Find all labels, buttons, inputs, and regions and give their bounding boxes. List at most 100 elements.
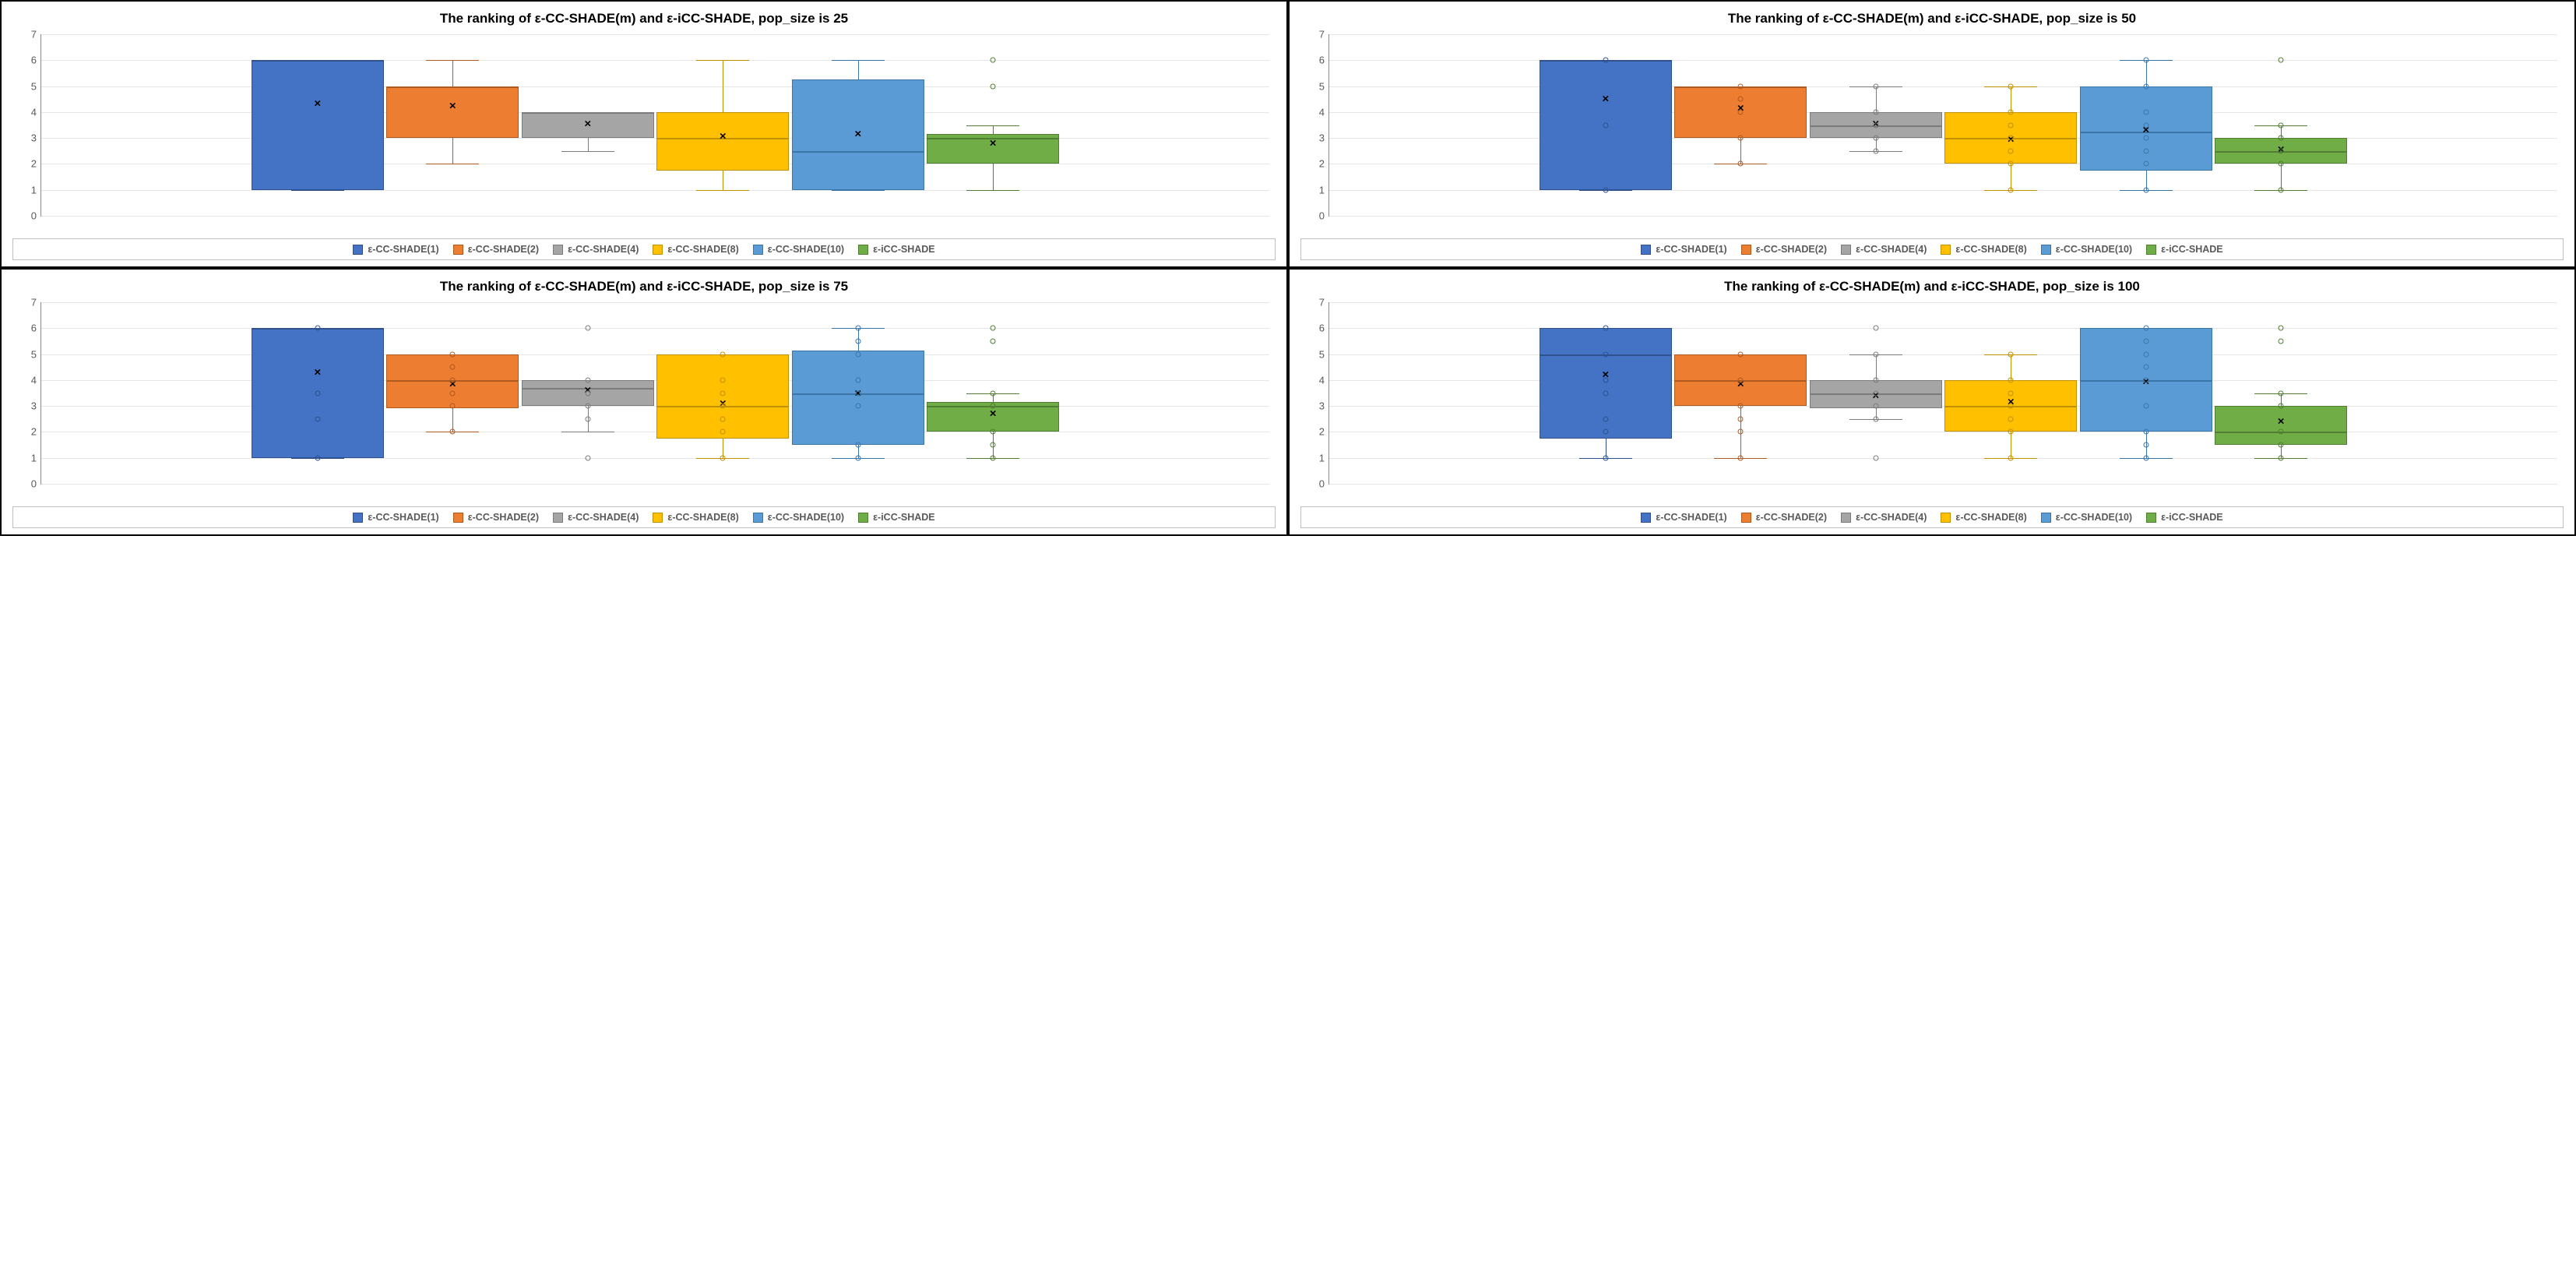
data-point: [2008, 122, 2014, 128]
data-point: [1738, 429, 1744, 435]
boxplot-series-2: ×: [386, 34, 519, 216]
chart-grid: The ranking of ε-CC-SHADE(m) and ε-iCC-S…: [0, 0, 2576, 536]
legend-item: ε-CC-SHADE(10): [753, 244, 844, 255]
legend-label: ε-iCC-SHADE: [2161, 244, 2223, 255]
boxplot-series-6: ×: [927, 34, 1059, 216]
data-point: [1873, 404, 1878, 409]
legend-item: ε-CC-SHADE(4): [553, 512, 639, 523]
data-point: [2279, 148, 2284, 153]
ytick-label: 7: [1307, 297, 1325, 308]
legend-item: ε-CC-SHADE(2): [1741, 512, 1827, 523]
legend-item: ε-CC-SHADE(8): [1941, 244, 2026, 255]
outlier-point: [1873, 326, 1878, 331]
ytick-label: 4: [19, 106, 37, 118]
plot-wrap: 01234567××××××: [1300, 31, 2564, 234]
panel-title: The ranking of ε-CC-SHADE(m) and ε-iCC-S…: [12, 11, 1276, 26]
iqr-box: [792, 79, 924, 189]
legend-label: ε-CC-SHADE(1): [1656, 244, 1726, 255]
data-point: [1873, 148, 1878, 153]
data-point: [2143, 429, 2148, 435]
median-line: [792, 151, 924, 153]
data-point: [585, 404, 590, 409]
data-point: [2008, 161, 2014, 167]
data-point: [720, 351, 726, 357]
iqr-box: [522, 112, 654, 138]
legend-item: ε-CC-SHADE(10): [753, 512, 844, 523]
outlier-point: [2279, 338, 2284, 344]
ytick-label: 4: [1307, 106, 1325, 118]
ytick-label: 0: [1307, 478, 1325, 490]
iqr-box: [1540, 328, 1672, 438]
whisker-lower: [452, 408, 453, 432]
gridline: [1329, 380, 2557, 381]
boxplot-series-3: ×: [1810, 34, 1942, 216]
data-point: [855, 326, 860, 331]
ytick-label: 6: [1307, 323, 1325, 334]
gridline: [41, 112, 1269, 113]
boxplot-series-4: ×: [1944, 34, 2077, 216]
data-point: [1738, 404, 1744, 409]
legend-item: ε-CC-SHADE(8): [1941, 512, 2026, 523]
boxplot-series-4: ×: [1944, 302, 2077, 484]
boxplot-series-1: ×: [1540, 34, 1672, 216]
data-point: [1603, 122, 1608, 128]
boxplot-series-5: ×: [792, 34, 924, 216]
median-line: [927, 138, 1059, 139]
median-line: [252, 60, 384, 62]
legend-swatch: [453, 245, 463, 255]
legend-label: ε-CC-SHADE(8): [1955, 512, 2026, 523]
legend-swatch: [753, 245, 763, 255]
data-point: [2143, 58, 2148, 63]
data-point: [2279, 429, 2284, 435]
data-point: [1873, 109, 1878, 115]
boxplot-series-1: ×: [252, 302, 384, 484]
ytick-label: 5: [1307, 348, 1325, 360]
ytick-label: 4: [1307, 374, 1325, 386]
data-point: [1603, 351, 1608, 357]
whisker-lower: [1740, 138, 1741, 164]
iqr-box: [792, 351, 924, 445]
data-point: [315, 416, 320, 421]
whisker-lower: [588, 138, 589, 151]
ytick-label: 6: [1307, 55, 1325, 66]
data-point: [2008, 83, 2014, 89]
whisker-upper: [1876, 86, 1877, 112]
ytick-label: 4: [19, 374, 37, 386]
gridline: [1329, 328, 2557, 329]
gridline: [1329, 86, 2557, 87]
data-point: [720, 429, 726, 435]
data-point: [2143, 187, 2148, 192]
whisker-cap-lower: [832, 190, 885, 191]
outlier-point: [991, 338, 996, 344]
whisker-upper: [858, 60, 859, 79]
whisker-cap-lower: [966, 190, 1019, 191]
data-point: [1738, 377, 1744, 382]
data-point: [2143, 404, 2148, 409]
whisker-cap-upper: [696, 60, 749, 61]
legend-item: ε-CC-SHADE(4): [1841, 512, 1927, 523]
outlier-point: [1873, 455, 1878, 460]
whisker-cap-lower: [696, 190, 749, 191]
whisker-cap-upper: [966, 125, 1019, 126]
data-point: [1873, 136, 1878, 141]
data-point: [1738, 161, 1744, 167]
legend-label: ε-CC-SHADE(1): [368, 244, 438, 255]
outlier-point: [991, 326, 996, 331]
data-point: [450, 377, 456, 382]
legend-swatch: [553, 513, 563, 523]
gridline: [1329, 484, 2557, 485]
data-point: [991, 429, 996, 435]
legend-swatch: [1741, 245, 1751, 255]
legend-swatch: [1741, 513, 1751, 523]
data-point: [1603, 416, 1608, 421]
whisker-upper: [452, 60, 453, 86]
outlier-point: [585, 455, 590, 460]
plot-area: 01234567××××××: [1328, 34, 2557, 217]
legend-swatch: [1641, 513, 1651, 523]
legend-item: ε-iCC-SHADE: [858, 512, 935, 523]
gridline: [41, 138, 1269, 139]
data-point: [1873, 377, 1878, 382]
data-point: [585, 377, 590, 382]
legend-label: ε-CC-SHADE(10): [768, 244, 844, 255]
ytick-label: 1: [1307, 452, 1325, 464]
